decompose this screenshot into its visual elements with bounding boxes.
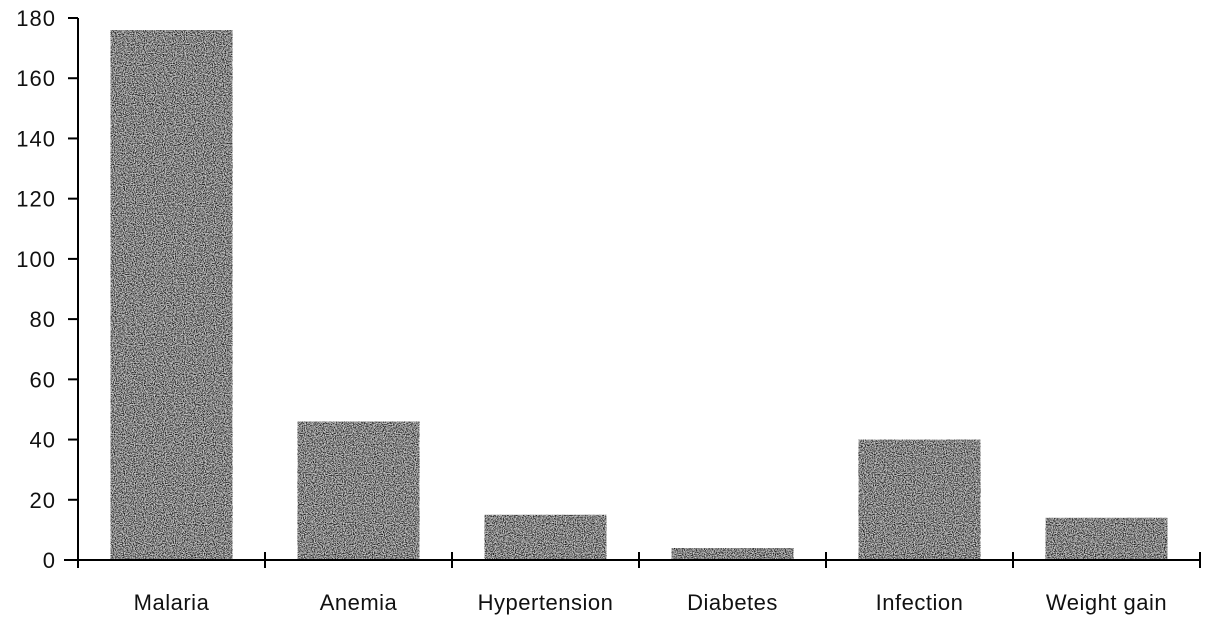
y-tick-label: 80 <box>30 307 56 332</box>
x-category-label: Anemia <box>320 590 398 615</box>
bar-malaria <box>110 30 233 560</box>
axes-layer: 0 20 40 60 80 100 120 140 160 180 Malaria Anemia Hyp… <box>16 6 1201 615</box>
x-category-label: Hypertension <box>478 590 614 615</box>
x-category-label: Diabetes <box>687 590 778 615</box>
y-tick-label: 120 <box>16 187 56 212</box>
x-category-label: Malaria <box>134 590 210 615</box>
bar-anemia <box>297 421 420 560</box>
bar-infection <box>858 439 981 560</box>
y-tick-label: 160 <box>16 66 56 91</box>
bar-weight-gain <box>1045 517 1168 560</box>
y-tick-label: 40 <box>30 428 56 453</box>
y-tick-label: 140 <box>16 126 56 151</box>
bars-layer <box>110 30 1168 560</box>
y-tick-label: 20 <box>30 488 56 513</box>
bar-hypertension <box>484 514 607 560</box>
x-category-label: Infection <box>876 590 964 615</box>
y-tick-label: 100 <box>16 247 56 272</box>
y-tick-label: 180 <box>16 6 56 31</box>
y-tick-label: 60 <box>30 367 56 392</box>
bar-diabetes <box>671 548 794 560</box>
y-tick-label: 0 <box>43 548 56 573</box>
x-category-label: Weight gain <box>1046 590 1167 615</box>
